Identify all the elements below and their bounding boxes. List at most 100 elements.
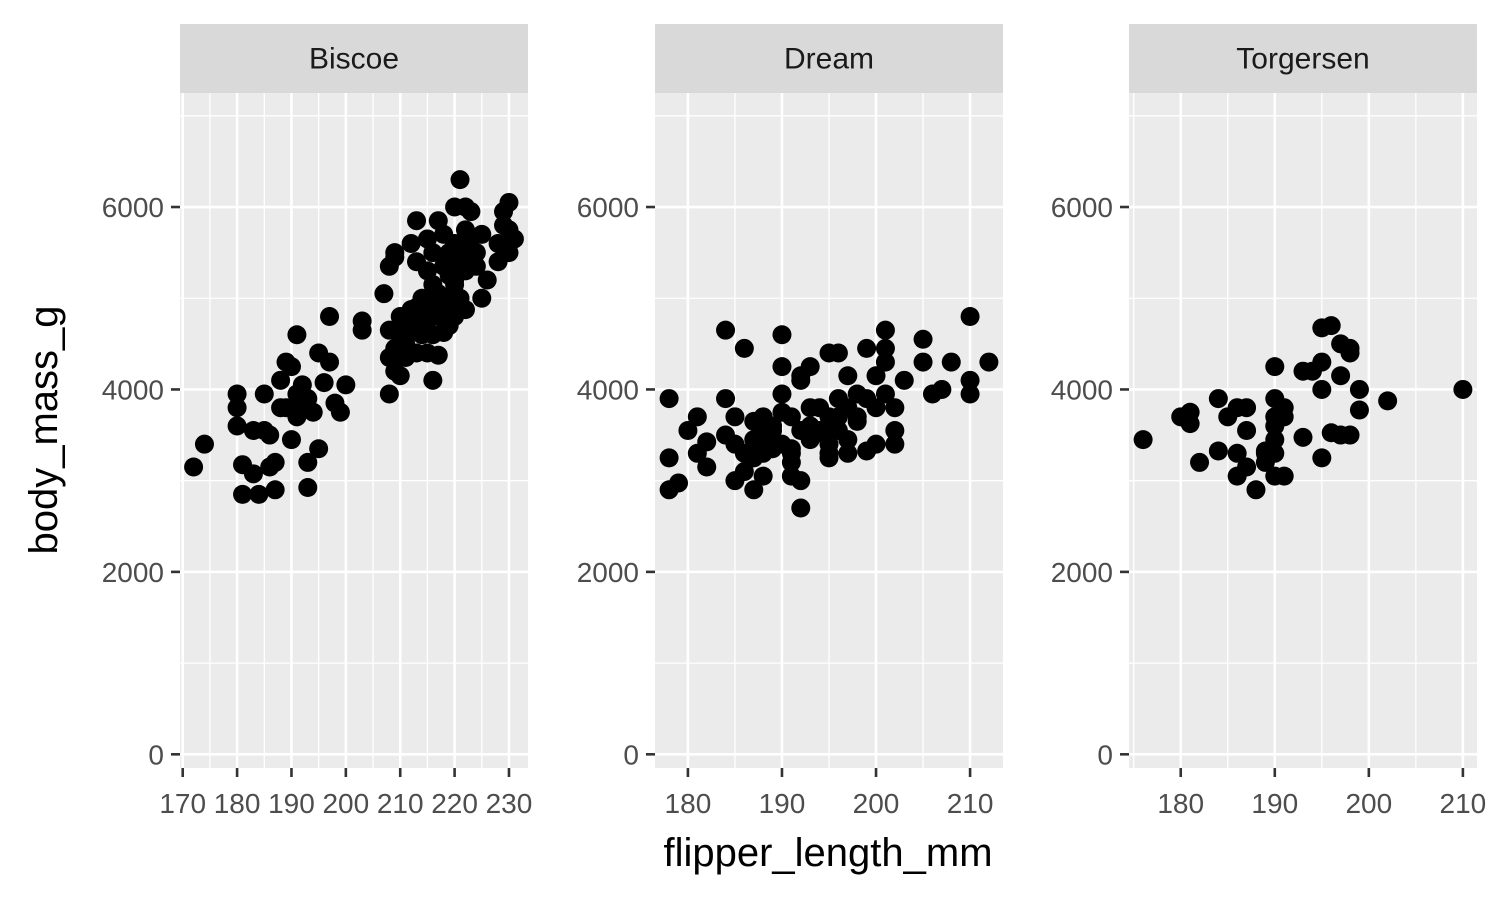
facet-label: Dream xyxy=(784,43,874,76)
data-point xyxy=(885,434,905,454)
data-point xyxy=(1378,391,1398,411)
data-point xyxy=(227,416,247,436)
data-point xyxy=(450,170,470,190)
data-point xyxy=(678,421,698,440)
data-point xyxy=(866,398,886,418)
data-point xyxy=(1237,457,1257,477)
data-point xyxy=(499,192,519,212)
data-point xyxy=(309,439,329,459)
data-point xyxy=(800,357,820,377)
data-point xyxy=(791,471,811,491)
data-point xyxy=(330,402,350,422)
data-point xyxy=(687,407,707,427)
data-point xyxy=(385,243,405,263)
data-point xyxy=(894,370,914,390)
data-point xyxy=(1265,443,1285,463)
data-point xyxy=(1349,379,1369,399)
x-tick-label: 180 xyxy=(665,788,712,819)
y-tick-label: 4000 xyxy=(1051,374,1113,405)
facet-label: Torgersen xyxy=(1236,43,1369,76)
data-point xyxy=(781,452,801,472)
data-point xyxy=(1349,400,1369,420)
data-point xyxy=(744,480,764,500)
data-point xyxy=(260,425,280,445)
x-axis-title: flipper_length_mm xyxy=(663,831,992,875)
y-tick-label: 4000 xyxy=(577,374,639,405)
data-point xyxy=(265,480,285,500)
data-point xyxy=(838,366,858,386)
data-point xyxy=(734,462,754,482)
y-tick-label: 0 xyxy=(1097,739,1113,770)
data-point xyxy=(401,234,421,254)
x-tick-label: 190 xyxy=(759,788,806,819)
data-point xyxy=(466,243,486,263)
data-point xyxy=(461,202,481,222)
data-point xyxy=(254,384,274,404)
data-point xyxy=(477,270,497,290)
data-point xyxy=(763,421,783,440)
data-point xyxy=(423,243,443,263)
data-point xyxy=(866,366,886,386)
data-point xyxy=(1340,425,1360,445)
y-tick-label: 0 xyxy=(623,739,639,770)
data-point xyxy=(716,320,736,340)
data-point xyxy=(875,320,895,340)
data-point xyxy=(838,443,858,463)
x-tick-label: 210 xyxy=(947,788,994,819)
data-point xyxy=(320,352,340,372)
facet-strip xyxy=(655,24,1003,93)
data-point xyxy=(960,384,980,404)
data-point xyxy=(249,484,269,504)
facet-label: Biscoe xyxy=(309,43,399,76)
data-point xyxy=(885,398,905,418)
data-point xyxy=(1227,443,1247,463)
data-point xyxy=(960,306,980,326)
data-point xyxy=(1265,430,1285,450)
data-point xyxy=(875,352,895,372)
data-point xyxy=(455,300,475,320)
data-point xyxy=(1133,430,1153,450)
data-point xyxy=(336,375,356,395)
data-point xyxy=(428,345,448,365)
data-point xyxy=(734,338,754,358)
data-point xyxy=(838,430,858,450)
data-point xyxy=(875,384,895,404)
data-point xyxy=(1453,379,1473,399)
x-tick-label: 190 xyxy=(1251,788,1298,819)
data-point xyxy=(847,411,867,431)
y-tick-label: 2000 xyxy=(577,557,639,588)
data-point xyxy=(1312,448,1332,468)
data-point xyxy=(499,234,519,254)
data-point xyxy=(243,464,263,484)
data-point xyxy=(979,352,999,372)
y-tick-label: 4000 xyxy=(102,374,164,405)
data-point xyxy=(791,498,811,518)
data-point xyxy=(314,373,334,393)
data-point xyxy=(1190,452,1210,472)
data-point xyxy=(960,370,980,390)
data-point xyxy=(233,484,253,504)
data-point xyxy=(828,343,848,363)
data-point xyxy=(725,407,745,427)
data-point xyxy=(781,407,801,427)
y-tick-label: 0 xyxy=(148,739,164,770)
y-tick-label: 2000 xyxy=(1051,557,1113,588)
x-tick-label: 200 xyxy=(1345,788,1392,819)
data-point xyxy=(298,478,318,498)
data-point xyxy=(298,452,318,472)
data-point xyxy=(1312,379,1332,399)
data-point xyxy=(1331,366,1351,386)
data-point xyxy=(1246,480,1266,500)
data-point xyxy=(885,421,905,440)
data-point xyxy=(390,366,410,386)
data-point xyxy=(772,325,792,345)
data-point xyxy=(753,466,773,486)
data-point xyxy=(1274,407,1294,427)
x-tick-label: 230 xyxy=(486,788,533,819)
data-point xyxy=(271,370,291,390)
data-point xyxy=(697,457,717,477)
x-tick-label: 210 xyxy=(1440,788,1487,819)
data-point xyxy=(423,370,443,390)
x-tick-label: 180 xyxy=(1157,788,1204,819)
data-point xyxy=(819,443,839,463)
